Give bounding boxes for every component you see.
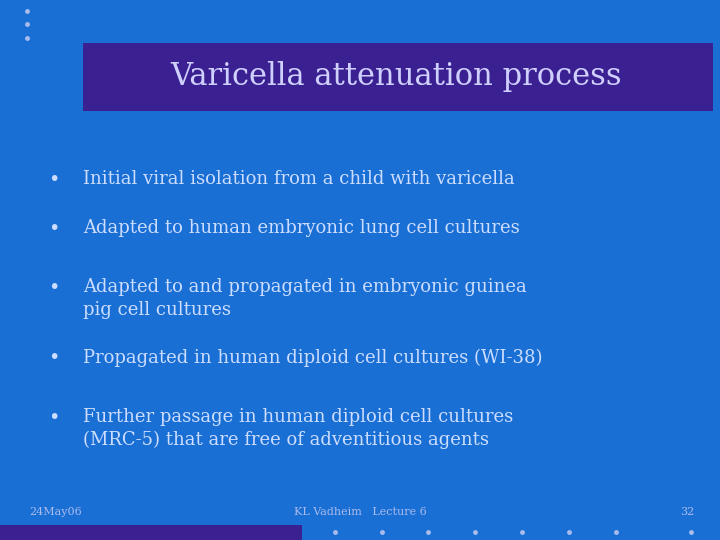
Text: Initial viral isolation from a child with varicella: Initial viral isolation from a child wit… xyxy=(83,170,515,188)
Text: Propagated in human diploid cell cultures (WI-38): Propagated in human diploid cell culture… xyxy=(83,348,542,367)
Text: Varicella attenuation process: Varicella attenuation process xyxy=(170,61,622,92)
Text: KL Vadheim   Lecture 6: KL Vadheim Lecture 6 xyxy=(294,507,426,517)
Text: •: • xyxy=(48,278,60,297)
Text: Adapted to and propagated in embryonic guinea
pig cell cultures: Adapted to and propagated in embryonic g… xyxy=(83,278,526,319)
FancyBboxPatch shape xyxy=(0,525,302,540)
Text: •: • xyxy=(48,170,60,189)
Text: 32: 32 xyxy=(680,507,695,517)
Text: Adapted to human embryonic lung cell cultures: Adapted to human embryonic lung cell cul… xyxy=(83,219,520,237)
Text: •: • xyxy=(48,348,60,367)
Text: •: • xyxy=(48,408,60,427)
Text: 24May06: 24May06 xyxy=(29,507,81,517)
Text: Further passage in human diploid cell cultures
(MRC-5) that are free of adventit: Further passage in human diploid cell cu… xyxy=(83,408,513,449)
Text: •: • xyxy=(48,219,60,238)
FancyBboxPatch shape xyxy=(83,43,713,111)
